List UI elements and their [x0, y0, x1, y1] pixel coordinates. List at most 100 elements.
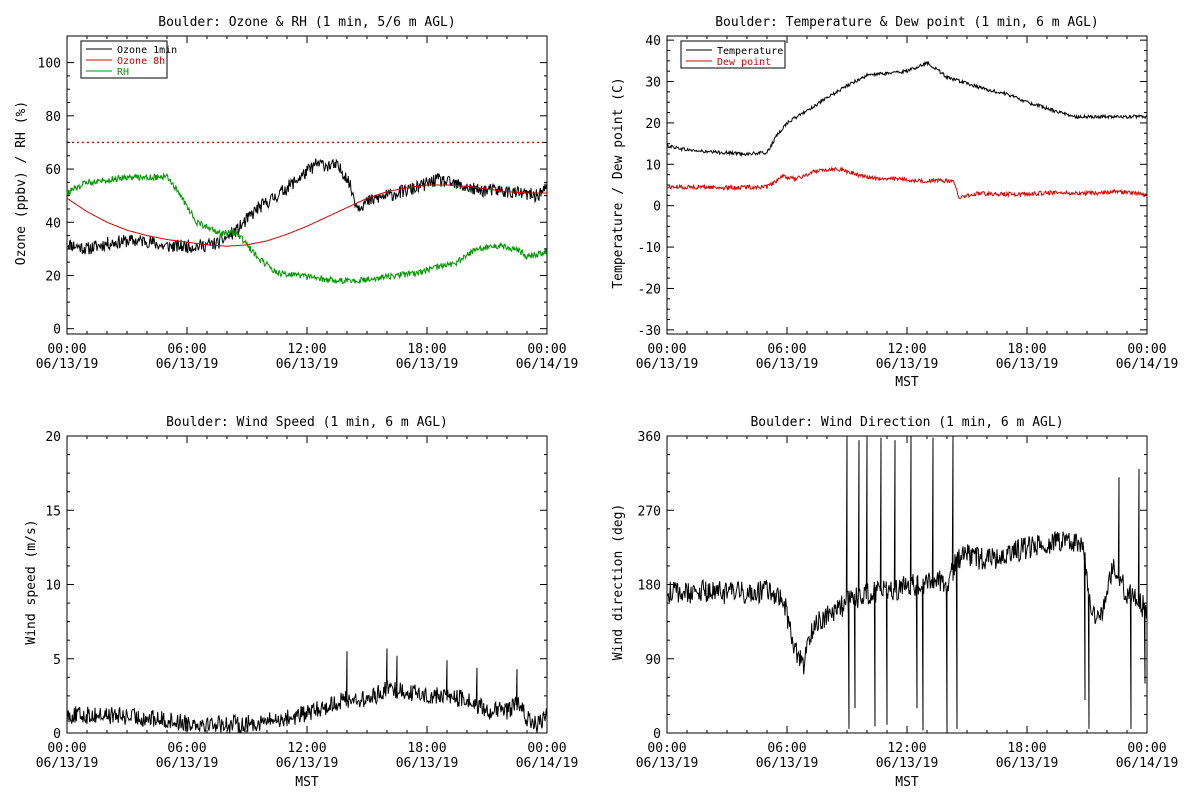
x-tick-label: 18:00 [1007, 342, 1046, 357]
legend: Temperature Dew point [680, 40, 786, 69]
x-tick-label: 00:00 [47, 342, 86, 357]
plot-frame [66, 435, 548, 734]
legend-entry: Ozone 8h [117, 56, 165, 67]
series-line [66, 648, 548, 734]
axes: 02040608010000:0006/13/1906:0006/13/1912… [36, 36, 579, 372]
x-tick-label: 06/13/19 [36, 756, 99, 771]
x-tick-label: 18:00 [1007, 741, 1046, 756]
y-tick-label: 20 [45, 269, 61, 284]
axes: -30-20-1001020304000:0006/13/1906:0006/1… [636, 34, 1179, 372]
y-tick-label: -10 [638, 241, 661, 256]
x-tick-label: 06/13/19 [396, 357, 459, 372]
x-tick-label: 00:00 [1127, 741, 1166, 756]
x-tick-label: 06:00 [767, 342, 806, 357]
y-tick-label: 270 [638, 504, 661, 519]
chart-title: Boulder: Ozone & RH (1 min, 5/6 m AGL) [158, 15, 455, 30]
x-tick-label: 06/13/19 [276, 357, 339, 372]
x-tick-label: 06:00 [167, 741, 206, 756]
x-tick-label: 06/14/19 [516, 756, 579, 771]
x-tick-label: 06/13/19 [756, 357, 819, 372]
chart-title: Boulder: Wind Direction (1 min, 6 m AGL) [750, 415, 1063, 430]
axes: 0510152000:0006/13/1906:0006/13/1912:000… [36, 430, 579, 771]
y-tick-label: 40 [645, 34, 661, 49]
x-tick-label: 06/13/19 [876, 357, 939, 372]
y-axis-label: Wind speed (m/s) [24, 519, 39, 644]
panel-ozone-rh: Boulder: Ozone & RH (1 min, 5/6 m AGL) O… [14, 15, 578, 372]
legend: Ozone 1min Ozone 8h RH [80, 40, 177, 79]
y-tick-label: 10 [645, 158, 661, 173]
y-tick-label: 80 [45, 110, 61, 125]
y-tick-label: 10 [45, 579, 61, 594]
x-tick-label: 12:00 [887, 342, 926, 357]
x-tick-label: 06/14/19 [1116, 357, 1179, 372]
series-line [666, 435, 1148, 731]
x-tick-label: 00:00 [647, 741, 686, 756]
legend-entry: Ozone 1min [117, 45, 177, 56]
x-tick-label: 06/13/19 [876, 756, 939, 771]
x-tick-label: 06/14/19 [1116, 756, 1179, 771]
x-tick-label: 06/13/19 [636, 357, 699, 372]
y-axis-label: Ozone (ppbv) / RH (%) [14, 101, 29, 265]
x-tick-label: 06/13/19 [36, 357, 99, 372]
y-tick-label: 20 [45, 430, 61, 445]
y-tick-label: 60 [45, 163, 61, 178]
y-tick-label: 360 [638, 430, 661, 445]
x-tick-label: 00:00 [647, 342, 686, 357]
axes: 09018027036000:0006/13/1906:0006/13/1912… [636, 430, 1179, 771]
x-tick-label: 06/13/19 [396, 756, 459, 771]
legend-box [680, 40, 786, 69]
series-marks [666, 435, 1148, 731]
y-tick-label: 0 [53, 727, 61, 742]
series-marks [66, 648, 548, 734]
series-line [666, 165, 1148, 200]
x-tick-label: 06/13/19 [156, 756, 219, 771]
y-tick-label: 15 [45, 504, 61, 519]
legend-entry: RH [117, 67, 129, 78]
x-tick-label: 18:00 [407, 741, 446, 756]
y-tick-label: -20 [638, 282, 661, 297]
x-tick-label: 06/13/19 [996, 756, 1059, 771]
y-tick-label: 40 [45, 216, 61, 231]
y-tick-label: 30 [645, 76, 661, 91]
x-tick-label: 12:00 [887, 741, 926, 756]
panel-wind-speed: Boulder: Wind Speed (1 min, 6 m AGL) Win… [24, 415, 578, 790]
y-tick-label: 0 [53, 323, 61, 338]
legend-entry: Dew point [717, 57, 771, 68]
y-tick-label: 20 [645, 117, 661, 132]
x-tick-label: 00:00 [47, 741, 86, 756]
x-axis-label: MST [295, 775, 319, 790]
x-tick-label: 00:00 [527, 741, 566, 756]
y-tick-label: 100 [38, 57, 61, 72]
x-tick-label: 06/13/19 [756, 756, 819, 771]
y-axis-label: Temperature / Dew point (C) [611, 77, 626, 288]
series-marks [66, 141, 548, 285]
series-marks [666, 60, 1148, 200]
panel-temperature-dewpoint: Boulder: Temperature & Dew point (1 min,… [611, 15, 1178, 390]
x-tick-label: 18:00 [407, 342, 446, 357]
x-axis-label: MST [895, 375, 919, 390]
x-tick-label: 00:00 [527, 342, 566, 357]
series-line [66, 184, 547, 247]
panel-wind-direction: Boulder: Wind Direction (1 min, 6 m AGL)… [611, 415, 1178, 790]
y-tick-label: 0 [653, 727, 661, 742]
series-line [66, 172, 548, 285]
series-line [666, 60, 1148, 158]
x-tick-label: 06/13/19 [996, 357, 1059, 372]
x-tick-label: 00:00 [1127, 342, 1166, 357]
x-tick-label: 06:00 [767, 741, 806, 756]
x-tick-label: 06:00 [167, 342, 206, 357]
x-axis-label: MST [895, 775, 919, 790]
y-tick-label: 0 [653, 200, 661, 215]
plot-frame [66, 35, 548, 335]
y-tick-label: 90 [645, 653, 661, 668]
x-tick-label: 12:00 [287, 741, 326, 756]
x-tick-label: 06/13/19 [156, 357, 219, 372]
plot-frame [666, 35, 1148, 335]
x-tick-label: 06/13/19 [276, 756, 339, 771]
y-tick-label: 5 [53, 653, 61, 668]
chart-title: Boulder: Temperature & Dew point (1 min,… [715, 15, 1099, 30]
series-line [66, 158, 548, 255]
y-tick-label: 180 [638, 579, 661, 594]
x-tick-label: 06/14/19 [516, 357, 579, 372]
